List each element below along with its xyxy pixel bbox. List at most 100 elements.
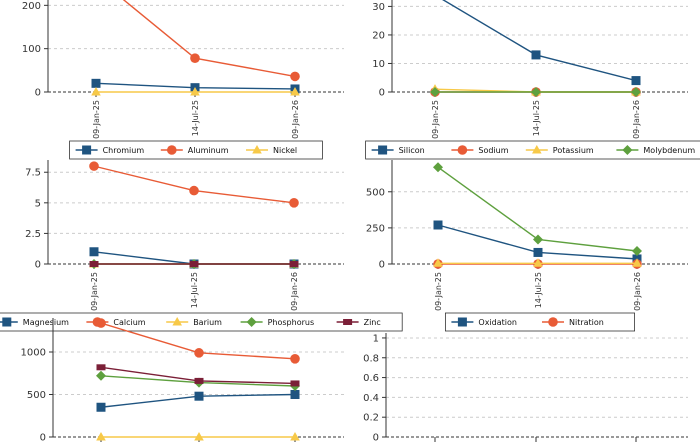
x-tick-label: 09-Jan-26 xyxy=(290,272,299,311)
data-point-molybdenum xyxy=(430,87,440,97)
legend-marker xyxy=(622,145,633,155)
legend-marker xyxy=(167,145,177,155)
legend-label[interactable]: Sodium xyxy=(478,146,508,155)
data-point-maroon-series xyxy=(194,377,204,384)
data-point-oxidation xyxy=(433,220,443,230)
data-point-green-series xyxy=(533,234,543,245)
data-point-green-series xyxy=(632,246,642,256)
legend-label[interactable]: Nitration xyxy=(569,318,604,327)
x-tick-label: 14-Jul-25 xyxy=(534,272,543,308)
legend-label[interactable]: Phosphorus xyxy=(268,318,315,327)
data-point-green-series xyxy=(96,370,106,381)
data-point-calcium xyxy=(189,185,199,196)
data-point-chromium xyxy=(91,78,101,88)
data-point-oxidation xyxy=(533,247,543,257)
y-tick-label: 2.5 xyxy=(25,229,41,240)
legend-marker xyxy=(82,145,92,155)
legend-label[interactable]: Molybdenum xyxy=(643,146,695,155)
data-point-navy-series xyxy=(96,402,106,412)
data-point-navy-series xyxy=(290,390,300,399)
y-tick-label: 250 xyxy=(366,223,385,234)
series-group xyxy=(96,318,300,441)
legend-marker xyxy=(548,317,558,327)
legend-label[interactable]: Magnesium xyxy=(23,318,69,327)
data-point-zinc xyxy=(289,261,299,267)
y-tick-label: 1000 xyxy=(21,348,46,359)
series-group xyxy=(91,0,300,96)
data-point-yellow-series xyxy=(632,258,642,267)
y-tick-label: 1 xyxy=(373,333,379,344)
data-point-zinc xyxy=(189,261,199,267)
data-point-maroon-series xyxy=(96,364,106,371)
legend-marker xyxy=(532,145,542,154)
series-line-aluminum xyxy=(122,0,296,78)
x-tick-label: 09-Jan-25 xyxy=(431,100,440,139)
y-tick-label: 7.5 xyxy=(25,168,41,179)
data-point-nickel xyxy=(190,87,200,96)
legend-marker xyxy=(2,317,12,327)
y-tick-label: 20 xyxy=(372,30,385,41)
data-point-maroon-series xyxy=(290,380,300,387)
data-point-aluminum xyxy=(290,71,300,82)
legend-label[interactable]: Aluminum xyxy=(188,146,229,155)
legend-label[interactable]: Silicon xyxy=(399,146,425,155)
y-tick-label: 200 xyxy=(22,1,41,12)
data-point-nickel xyxy=(290,87,300,96)
legend-marker xyxy=(172,317,182,326)
legend-marker xyxy=(343,319,353,325)
legend: Chromium Aluminum Nickel xyxy=(69,140,323,160)
legend-label[interactable]: Chromium xyxy=(103,146,145,155)
data-point-orange-series xyxy=(96,318,106,328)
x-tick-label: 09-Jan-26 xyxy=(633,272,642,311)
legend-label[interactable]: Oxidation xyxy=(478,318,517,327)
x-tick-label: 14-Jul-25 xyxy=(191,100,200,136)
series-group xyxy=(430,0,641,97)
legend-marker xyxy=(252,145,262,154)
x-tick-label: 09-Jan-26 xyxy=(632,100,641,139)
x-tick-label: 09-Jan-25 xyxy=(92,100,101,139)
chart-6: 0 0.2 0.4 0.6 0.8 1 xyxy=(363,333,688,443)
series-group xyxy=(89,161,299,269)
y-tick-label: 0 xyxy=(379,88,385,99)
data-point-aluminum xyxy=(190,53,200,63)
legend-label[interactable]: Potassium xyxy=(553,146,594,155)
x-tick-label: 09-Jan-25 xyxy=(90,272,99,311)
y-tick-label: 0 xyxy=(373,433,379,443)
data-point-green-series xyxy=(433,162,443,173)
y-tick-label: 10 xyxy=(372,59,385,70)
y-tick-label: 30 xyxy=(372,2,385,13)
legend-label[interactable]: Calcium xyxy=(113,318,145,327)
data-point-yellow-series xyxy=(194,432,204,441)
y-tick-label: 0.8 xyxy=(363,353,379,364)
legend: Oxidation Nitration xyxy=(444,312,635,332)
x-tick-label: 09-Jan-25 xyxy=(434,272,443,311)
data-point-orange-series xyxy=(194,348,204,358)
series-group xyxy=(433,162,642,269)
y-tick-label: 0 xyxy=(40,433,46,443)
legend-marker xyxy=(246,317,257,327)
y-tick-label: 0.6 xyxy=(363,373,379,384)
data-point-calcium xyxy=(289,198,299,208)
data-point-calcium xyxy=(89,161,99,171)
series-line-silicon xyxy=(442,0,637,82)
y-tick-label: 500 xyxy=(27,390,46,401)
x-tick-label: 14-Jul-25 xyxy=(532,100,541,136)
legend-label[interactable]: Nickel xyxy=(273,146,297,155)
legend-label[interactable]: Zinc xyxy=(364,318,381,327)
legend: Silicon Sodium Potassium Molybdenum xyxy=(365,140,700,160)
x-tick-label: 14-Jul-25 xyxy=(190,272,199,308)
series-line-calcium xyxy=(93,165,295,204)
data-point-navy-series xyxy=(194,391,204,401)
y-tick-label: 0 xyxy=(35,88,41,99)
y-tick-label: 0.4 xyxy=(363,393,379,404)
legend-label[interactable]: Barium xyxy=(193,318,222,327)
y-tick-label: 0 xyxy=(379,260,385,271)
data-point-magnesium xyxy=(89,247,99,257)
data-point-yellow-series xyxy=(290,432,300,441)
data-point-orange-series xyxy=(290,354,300,364)
legend-marker xyxy=(457,317,467,327)
